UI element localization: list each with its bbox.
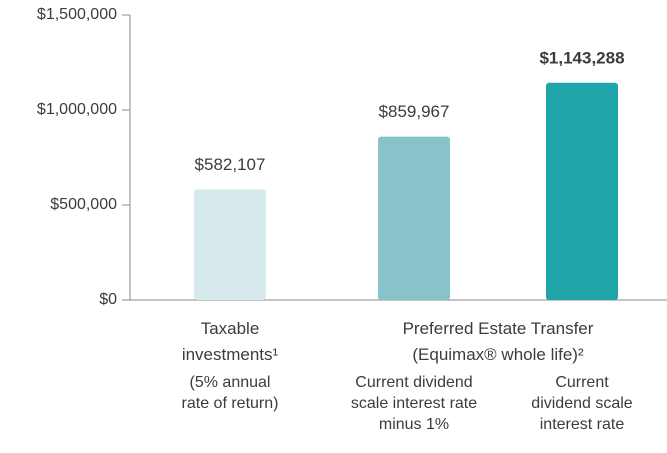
category-label: (5% annual rate of return) <box>181 374 279 412</box>
value-label: $582,107 <box>195 155 266 174</box>
y-tick-label: $1,000,000 <box>37 101 117 118</box>
value-label: $859,967 <box>379 102 450 121</box>
value-label: $1,143,288 <box>539 48 624 67</box>
bar <box>546 82 618 300</box>
y-tick-label: $0 <box>99 291 117 308</box>
bar <box>378 136 450 300</box>
category-label: Current dividend scale interest rate <box>531 374 633 433</box>
y-tick-label: $500,000 <box>50 196 117 213</box>
group-label: Preferred Estate Transfer (Equimax® whol… <box>402 319 594 364</box>
bar <box>194 189 266 300</box>
y-tick-label: $1,500,000 <box>37 6 117 23</box>
category-label: Current dividend scale interest rate min… <box>350 374 478 433</box>
group-label: Taxable investments¹ <box>181 319 279 364</box>
